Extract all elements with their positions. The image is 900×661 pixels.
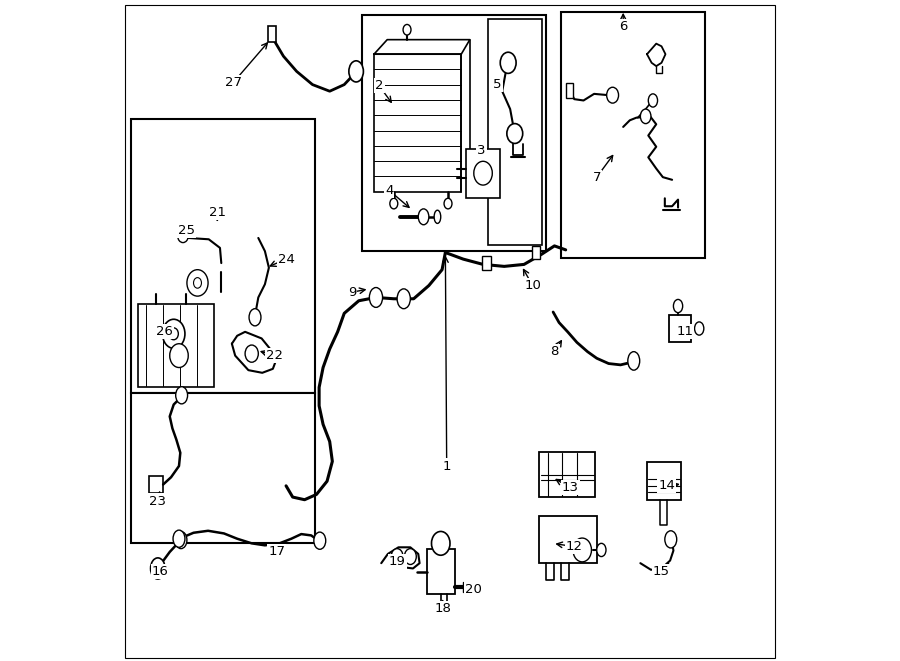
Ellipse shape [187,270,208,296]
Text: 5: 5 [493,78,502,91]
Ellipse shape [194,278,202,288]
Bar [138,304,214,387]
Ellipse shape [695,322,704,335]
Text: 25: 25 [178,223,195,237]
Bar [374,54,461,192]
Text: 8: 8 [550,345,559,358]
Ellipse shape [597,543,606,557]
Bar [532,246,540,259]
Text: 17: 17 [268,545,285,559]
Ellipse shape [349,61,364,82]
Text: 13: 13 [562,481,579,494]
Text: 14: 14 [659,479,675,492]
Text: 9: 9 [348,286,356,299]
Ellipse shape [397,289,410,309]
Bar [670,315,690,342]
Ellipse shape [314,532,326,549]
Text: 21: 21 [209,206,226,219]
Ellipse shape [175,531,187,549]
Ellipse shape [173,530,184,547]
Ellipse shape [249,309,261,326]
Ellipse shape [673,299,683,313]
Text: 20: 20 [464,583,482,596]
Ellipse shape [648,94,658,107]
Ellipse shape [473,161,492,185]
Bar [539,452,596,497]
Text: 10: 10 [524,279,541,292]
Ellipse shape [507,124,523,143]
Text: 22: 22 [266,349,284,362]
Text: 6: 6 [619,20,627,33]
Bar [466,149,500,198]
Ellipse shape [628,352,640,370]
Ellipse shape [177,229,188,243]
Text: 27: 27 [225,76,242,89]
Bar [482,256,491,270]
Ellipse shape [431,531,450,555]
Text: 7: 7 [592,171,601,184]
Ellipse shape [404,549,417,564]
Ellipse shape [163,319,184,348]
Text: 26: 26 [156,325,173,338]
Text: 16: 16 [152,565,169,578]
Ellipse shape [403,24,411,35]
Ellipse shape [418,209,428,225]
Ellipse shape [607,87,618,103]
Bar [131,393,315,543]
Text: 15: 15 [653,565,670,578]
Ellipse shape [665,531,677,548]
Text: 23: 23 [149,494,166,508]
Ellipse shape [245,345,258,362]
Ellipse shape [390,198,398,209]
Ellipse shape [169,328,178,340]
Text: 24: 24 [277,253,294,266]
Text: 18: 18 [435,602,452,615]
Bar [362,15,545,251]
Ellipse shape [444,198,452,209]
Bar [561,12,705,258]
Text: 3: 3 [478,144,486,157]
Text: 1: 1 [443,459,451,473]
Bar [566,83,573,98]
Ellipse shape [434,210,441,223]
Bar [267,26,276,42]
Ellipse shape [641,109,651,124]
Text: 11: 11 [676,325,693,338]
Text: 4: 4 [385,184,393,197]
Ellipse shape [176,387,187,404]
Ellipse shape [573,538,591,562]
Ellipse shape [369,288,382,307]
Bar [488,19,542,245]
Bar [539,516,598,563]
Ellipse shape [150,558,165,579]
Ellipse shape [392,549,403,564]
Bar [647,462,681,500]
Bar [148,476,163,493]
Bar [427,549,454,594]
Bar [131,119,315,393]
Text: 19: 19 [389,555,406,568]
Ellipse shape [170,344,188,368]
Ellipse shape [500,52,516,73]
Text: 12: 12 [566,540,583,553]
Text: 2: 2 [375,79,383,93]
